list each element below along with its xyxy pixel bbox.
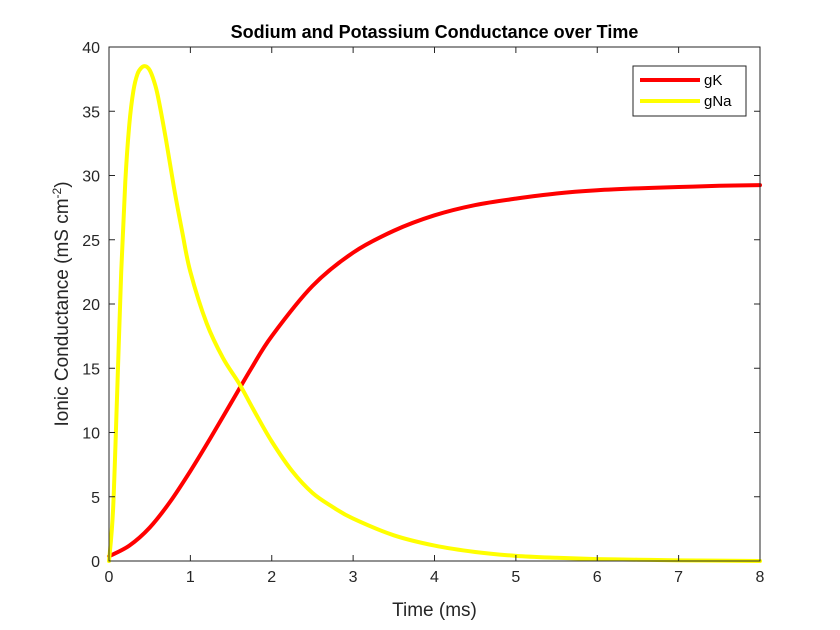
x-tick-label-2: 2: [267, 569, 276, 586]
chart-title: Sodium and Potassium Conductance over Ti…: [231, 22, 639, 42]
legend-label-gna: gNa: [704, 93, 732, 110]
y-tick-label-40: 40: [82, 40, 100, 57]
legend: gK gNa: [632, 65, 747, 117]
y-tick-label-10: 10: [82, 426, 100, 443]
x-tick-label-7: 7: [674, 569, 683, 586]
x-tick-label-1: 1: [186, 569, 195, 586]
x-tick-label-4: 4: [430, 569, 439, 586]
y-tick-label-20: 20: [82, 297, 100, 314]
x-axis-label: Time (ms): [392, 600, 477, 621]
x-tick-label-3: 3: [349, 569, 358, 586]
x-tick-label-8: 8: [756, 569, 765, 586]
y-axis-label-close: ): [52, 181, 73, 187]
y-axis-label: Ionic Conductance (mS cm-2): [50, 181, 73, 426]
x-tick-label-6: 6: [593, 569, 602, 586]
y-tick-label-0: 0: [91, 554, 100, 571]
y-tick-label-30: 30: [82, 169, 100, 186]
x-tick-label-0: 0: [105, 569, 114, 586]
x-axis-ticks: 0 1 2 3 4 5 6 7 8: [105, 47, 765, 586]
y-axis-label-main: Ionic Conductance (mS cm: [52, 198, 73, 426]
y-tick-label-35: 35: [82, 104, 100, 121]
y-axis-label-superscript: -2: [50, 187, 64, 198]
series-line-gk: [107, 183, 762, 559]
series-lines: [107, 64, 762, 563]
legend-box: [632, 65, 747, 117]
y-tick-label-5: 5: [91, 490, 100, 507]
series-line-gna: [107, 64, 762, 563]
legend-label-gk: gK: [704, 72, 722, 89]
axes-box: [108, 46, 761, 562]
plot-area: [109, 47, 760, 561]
y-axis-ticks: 0 5 10 15 20 25 30 35 40: [82, 40, 760, 571]
y-tick-label-15: 15: [82, 361, 100, 378]
y-tick-label-25: 25: [82, 233, 100, 250]
x-tick-label-5: 5: [511, 569, 520, 586]
